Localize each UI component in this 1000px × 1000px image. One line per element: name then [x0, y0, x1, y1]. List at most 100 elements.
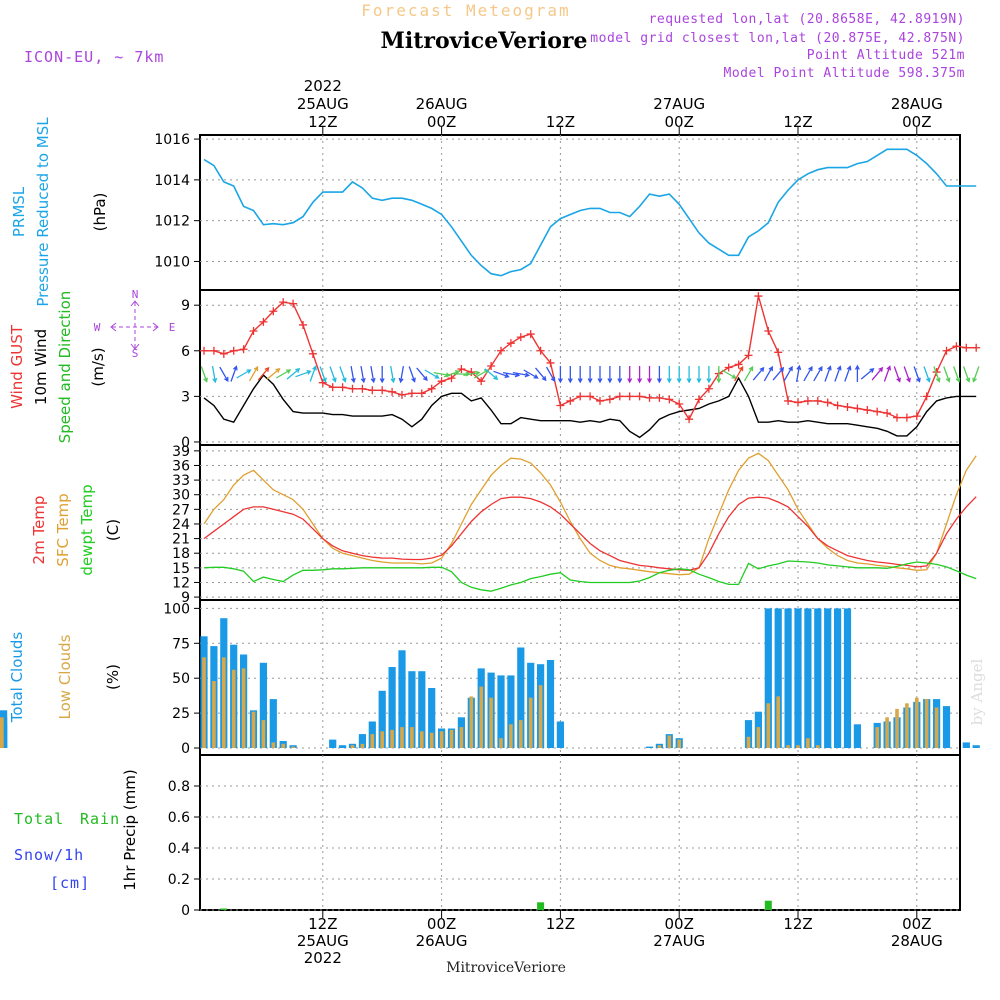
wind-direction-arrow: [424, 369, 440, 379]
time-label-bottom: 28AUG: [891, 932, 943, 950]
gust-marker: [497, 346, 505, 355]
requested-coords: requested lon,lat (20.8658E, 42.8919N): [649, 12, 965, 27]
wind-direction-arrow: [962, 366, 971, 383]
time-label-bottom: 27AUG: [653, 932, 705, 950]
gust-marker: [526, 330, 535, 339]
low-cloud-bar: [429, 732, 434, 749]
low-cloud-bar: [786, 745, 790, 748]
gust-marker: [794, 398, 802, 407]
wind-direction-arrow: [844, 365, 852, 382]
total-cloud-bar: [339, 745, 347, 748]
wind-direction-arrow: [676, 366, 682, 384]
y-tick-label: 39: [172, 444, 190, 460]
gust-marker: [833, 401, 842, 410]
wind-speed-line: [203, 374, 977, 439]
gust-marker: [447, 374, 456, 383]
wind-direction-arrow: [627, 366, 633, 384]
y-tick-label: 9: [181, 590, 190, 606]
gust-marker: [427, 384, 436, 393]
low-cloud-bar: [895, 708, 899, 748]
closest-coords: model grid closest lon,lat (20.875E, 42.…: [590, 31, 965, 46]
low-cloud-bar: [449, 729, 454, 749]
wind-direction-arrow: [913, 366, 921, 383]
total-cloud-bar: [764, 608, 772, 748]
gust-marker: [902, 413, 911, 422]
gust-marker: [477, 377, 486, 386]
gust-marker: [883, 409, 892, 418]
wind-direction-arrow: [493, 370, 510, 378]
time-label-top: 27AUG: [653, 95, 705, 113]
gust-marker: [328, 383, 337, 392]
wind-direction-arrow: [716, 366, 722, 384]
gust-marker: [734, 360, 743, 369]
low-cloud-bar: [766, 703, 771, 748]
gust-marker: [813, 396, 822, 405]
temp-sfc-label: SFC Temp: [54, 493, 72, 566]
gust-marker: [209, 346, 218, 355]
axis-layer: 1010101210141016036991215182124273033363…: [154, 77, 942, 967]
low-cloud-bar: [222, 657, 226, 749]
gust-marker: [437, 377, 446, 386]
low-cloud-bar: [212, 681, 216, 748]
gust-marker: [823, 398, 832, 407]
low-cloud-bar: [776, 696, 780, 749]
wind-direction-arrow: [933, 366, 941, 383]
total-clouds-label: Total Clouds: [8, 632, 26, 724]
gust-marker: [457, 365, 466, 374]
gust-marker: [318, 378, 327, 387]
y-tick-label: 0.8: [168, 779, 190, 795]
time-label-top: 25AUG: [297, 95, 349, 113]
wind-direction-arrow: [824, 365, 832, 382]
wind-direction-arrow: [656, 366, 662, 384]
time-label-top: 12Z: [783, 113, 812, 131]
temp-2m-label: 2m Temp: [30, 496, 48, 565]
total-cloud-bar: [398, 650, 406, 748]
wind-direction-arrow: [903, 366, 911, 383]
pressure-line: [203, 148, 977, 277]
wind-direction-arrow: [463, 370, 481, 377]
gust-marker: [893, 413, 901, 422]
low-cloud-bar: [519, 720, 523, 748]
wind-direction-arrow: [211, 365, 218, 384]
gust-marker: [546, 358, 555, 367]
wind-direction-arrow: [597, 366, 603, 384]
gust-marker: [516, 333, 525, 342]
y-tick-label: 1016: [154, 132, 190, 148]
low-cloud-bar: [360, 743, 365, 748]
time-label-bottom: 12Z: [783, 915, 812, 933]
low-cloud-bar: [350, 745, 355, 748]
low-cloud-bar: [806, 738, 810, 748]
low-cloud-bar: [291, 746, 295, 748]
wind-direction-arrow: [275, 369, 292, 379]
gust-marker: [843, 403, 852, 412]
temp-unit-label: (C): [104, 519, 122, 541]
gust-marker: [744, 351, 753, 360]
low-cloud-bar: [271, 742, 276, 748]
y-tick-label: 1014: [154, 173, 190, 189]
total-cloud-bar: [972, 745, 980, 748]
subtitle: Forecast Meteogram: [361, 1, 570, 20]
clouds-unit-label: (%): [104, 664, 122, 690]
data-layer: [0, 148, 981, 911]
wind-direction-arrow: [219, 366, 229, 383]
total-cloud-bar: [774, 608, 782, 748]
y-tick-label: 0: [181, 741, 190, 757]
wind-direction-arrow: [795, 364, 802, 383]
total-cloud-bar: [418, 671, 426, 748]
low-cloud-bar: [816, 745, 820, 748]
y-tick-label: 0: [181, 903, 190, 919]
wind-direction-arrow: [339, 366, 347, 383]
y-tick-label: 18: [172, 546, 190, 562]
snow-unit-label: [cm]: [50, 874, 90, 892]
gust-marker: [279, 298, 288, 307]
gust-marker: [249, 327, 258, 336]
time-label-top: 12Z: [546, 113, 575, 131]
y-tick-label: 30: [172, 488, 190, 504]
compass-n: N: [132, 288, 139, 301]
time-label-bottom: 2022: [304, 949, 342, 967]
low-cloud-bar: [410, 727, 414, 748]
y-tick-label: 0.4: [168, 841, 190, 857]
compass-w: W: [94, 321, 101, 334]
pressure-panel: [199, 134, 961, 291]
total-cloud-bar: [388, 667, 396, 748]
